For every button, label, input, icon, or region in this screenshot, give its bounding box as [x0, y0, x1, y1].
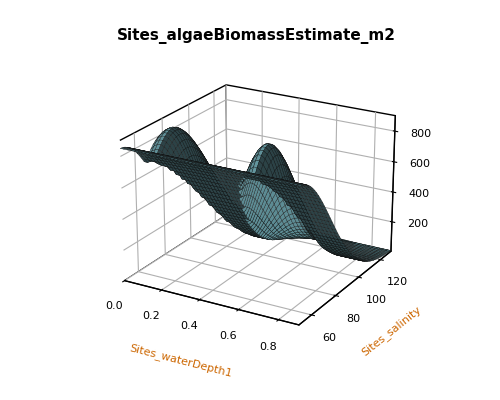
Title: Sites_algaeBiomassEstimate_m2: Sites_algaeBiomassEstimate_m2 — [117, 28, 396, 44]
Y-axis label: Sites_salinity: Sites_salinity — [360, 304, 424, 358]
X-axis label: Sites_waterDepth1: Sites_waterDepth1 — [128, 343, 233, 379]
